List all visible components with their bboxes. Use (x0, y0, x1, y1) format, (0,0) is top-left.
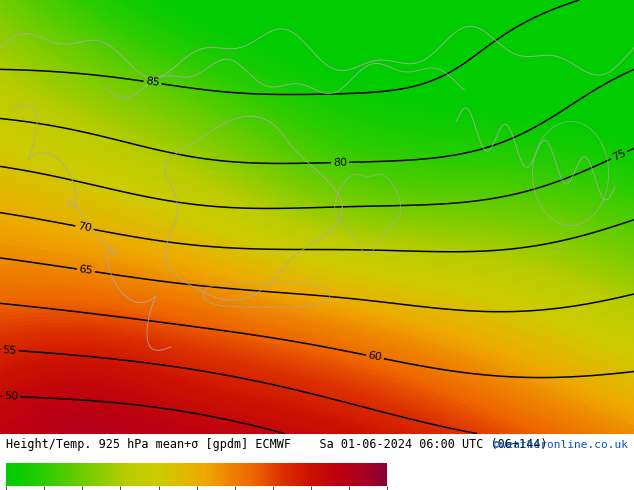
Text: 85: 85 (145, 76, 160, 89)
Text: 75: 75 (611, 147, 628, 163)
Text: ©weatheronline.co.uk: ©weatheronline.co.uk (493, 440, 628, 450)
Text: Height/Temp. 925 hPa mean+σ [gpdm] ECMWF    Sa 01-06-2024 06:00 UTC (06+144): Height/Temp. 925 hPa mean+σ [gpdm] ECMWF… (6, 439, 548, 451)
Text: 50: 50 (4, 391, 18, 402)
Text: 55: 55 (2, 344, 17, 356)
Text: 65: 65 (78, 265, 93, 276)
Text: 60: 60 (367, 351, 383, 363)
Text: 70: 70 (76, 221, 92, 234)
Text: 80: 80 (333, 157, 347, 168)
